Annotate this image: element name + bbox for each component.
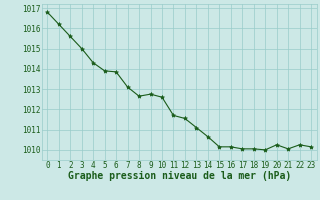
X-axis label: Graphe pression niveau de la mer (hPa): Graphe pression niveau de la mer (hPa) — [68, 171, 291, 181]
